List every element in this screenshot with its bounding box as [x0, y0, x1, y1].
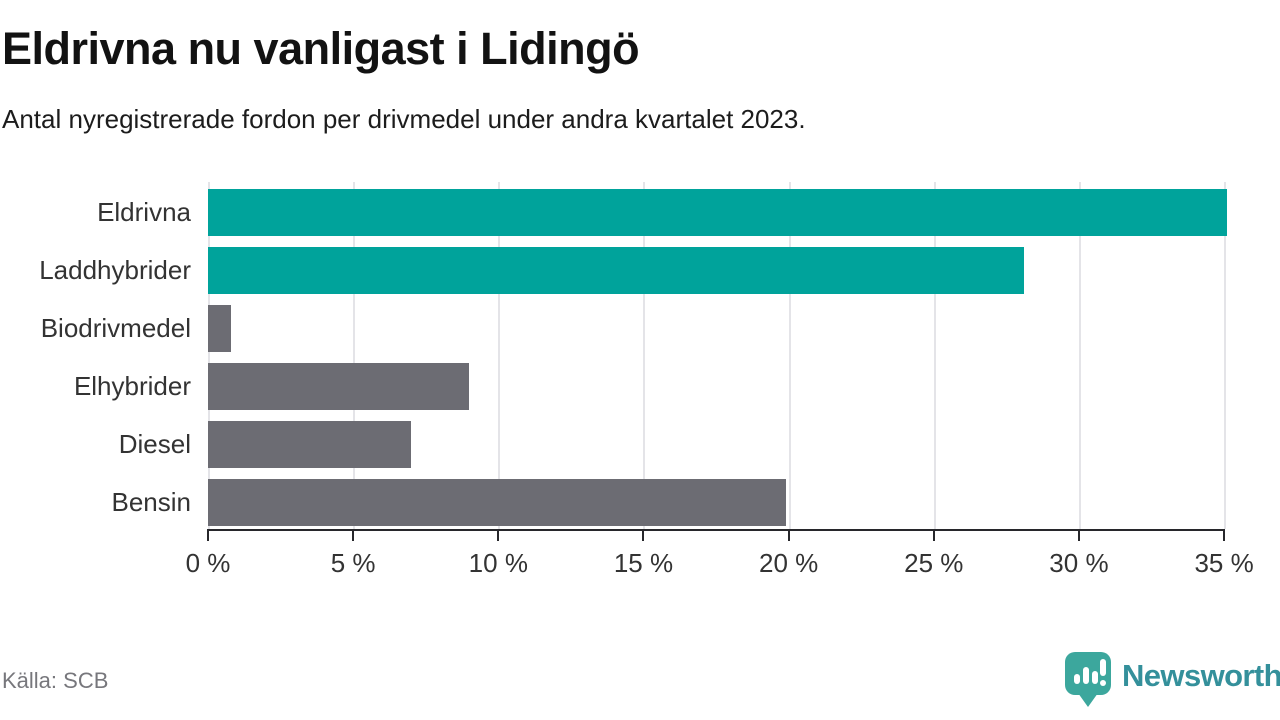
newsworthy-logo: Newsworthy: [1063, 650, 1280, 710]
x-axis-line: [207, 529, 1225, 531]
tick-mark-15: [642, 531, 645, 541]
category-label-diesel: Diesel: [118, 429, 191, 459]
category-label-biodrivmedel: Biodrivmedel: [40, 313, 191, 343]
logo-exclamation-dot: [1100, 680, 1106, 686]
logo-bar-3: [1092, 671, 1098, 684]
speech-bubble-tail: [1078, 693, 1098, 707]
tick-mark-20: [787, 531, 790, 541]
gridline-15: [643, 182, 646, 529]
tick-mark-25: [932, 531, 935, 541]
gridline-5: [353, 182, 356, 529]
bar-eldrivna: [208, 189, 1227, 236]
tick-label-30: 30 %: [1049, 548, 1109, 578]
gridline-30: [1078, 182, 1081, 529]
chart-title: Eldrivna nu vanligast i Lidingö: [2, 23, 640, 74]
brand-wordmark: Newsworthy: [1122, 658, 1280, 693]
category-label-bensin: Bensin: [111, 487, 192, 517]
category-label-elhybrider: Elhybrider: [73, 371, 191, 401]
plot-area: [208, 182, 1227, 529]
bar-biodrivmedel: [208, 305, 232, 352]
tick-mark-30: [1077, 531, 1080, 541]
tick-label-20: 20 %: [758, 548, 819, 578]
gridline-20: [788, 182, 791, 529]
speech-bubble-bar-chart-icon: [1065, 652, 1111, 707]
logo-exclamation-line: [1100, 659, 1106, 676]
tick-label-25: 25 %: [904, 548, 964, 578]
tick-label-0: 0 %: [185, 548, 231, 578]
source-note: Källa: SCB: [2, 668, 109, 693]
category-label-eldrivna: Eldrivna: [97, 197, 191, 227]
tick-label-5: 5 %: [330, 548, 376, 578]
tick-mark-10: [497, 531, 500, 541]
tick-label-15: 15 %: [613, 548, 674, 578]
chart-subtitle: Antal nyregistrerade fordon per drivmede…: [2, 104, 806, 134]
gridline-0: [208, 182, 210, 529]
gridline-25: [933, 182, 936, 529]
bar-laddhybrider: [208, 247, 1024, 294]
logo-bar-2: [1083, 667, 1089, 684]
gridline-10: [498, 182, 501, 529]
y-axis-category-labels: Eldrivna Laddhybrider Biodrivmedel Elhybrid…: [0, 182, 191, 529]
tick-label-35: 35 %: [1194, 548, 1254, 578]
bar-bensin: [208, 479, 786, 526]
tick-label-10: 10 %: [468, 548, 528, 578]
tick-mark-5: [352, 531, 355, 541]
gridline-35: [1224, 182, 1227, 529]
tick-mark-35: [1223, 531, 1226, 541]
tick-mark-0: [207, 531, 209, 541]
category-label-laddhybrider: Laddhybrider: [39, 255, 191, 285]
bar-chart: Eldrivna nu vanligast i Lidingö Antal ny…: [0, 23, 1254, 578]
bar-diesel: [208, 421, 412, 468]
bar-elhybrider: [208, 363, 470, 410]
logo-bar-1: [1074, 674, 1080, 684]
